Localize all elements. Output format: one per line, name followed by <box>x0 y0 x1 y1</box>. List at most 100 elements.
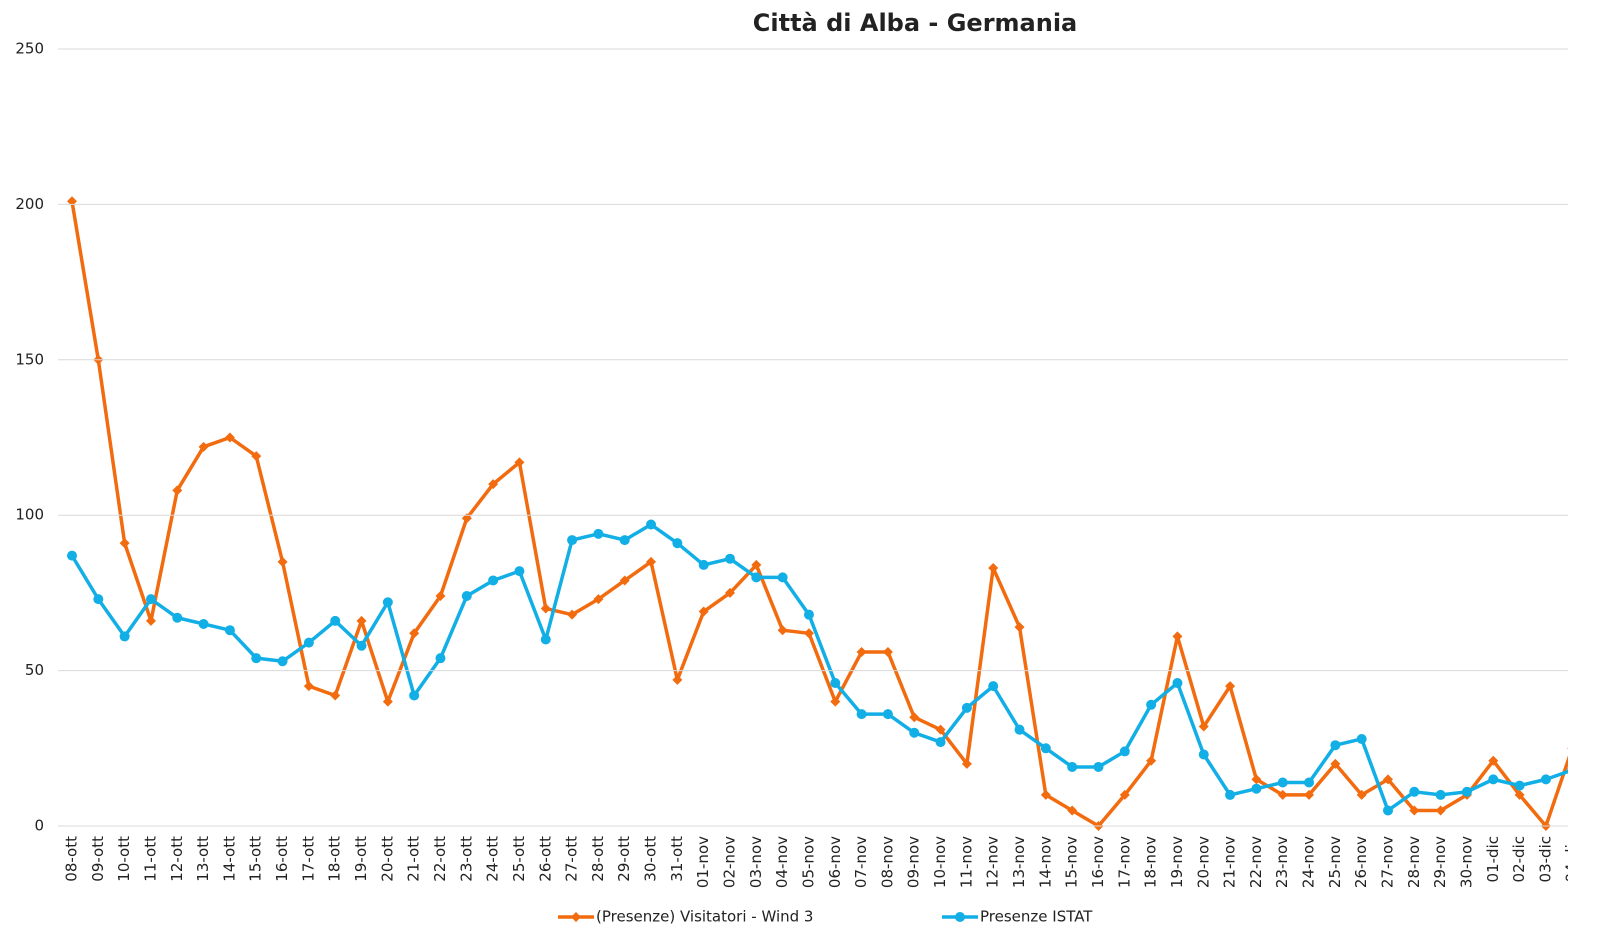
point-marker <box>619 535 630 546</box>
point-marker <box>698 606 709 617</box>
point-marker <box>303 681 314 692</box>
x-tick-label: 01-nov <box>694 836 712 888</box>
point-marker <box>277 656 288 667</box>
y-tick-label: 50 <box>25 661 44 679</box>
point-marker <box>751 572 762 583</box>
point-marker <box>251 451 262 462</box>
x-tick-label: 27-nov <box>1379 836 1397 888</box>
point-marker <box>1356 789 1367 800</box>
point-marker <box>1409 805 1420 816</box>
point-marker <box>198 441 209 452</box>
x-tick-label: 17-nov <box>1115 836 1133 888</box>
point-marker <box>251 653 262 664</box>
point-marker <box>725 553 735 564</box>
point-marker <box>1514 780 1525 791</box>
point-marker <box>988 563 999 574</box>
point-marker <box>1277 789 1288 800</box>
x-tick-label: 13-ott <box>194 836 212 882</box>
series-line <box>70 522 1568 813</box>
point-marker <box>698 559 709 570</box>
x-tick-label: 02-dic <box>1510 836 1528 882</box>
point-marker <box>1225 789 1236 800</box>
point-marker <box>224 432 235 443</box>
point-marker <box>619 575 630 586</box>
x-tick-label: 10-ott <box>115 836 133 882</box>
point-marker <box>1461 786 1472 797</box>
point-marker <box>461 513 472 524</box>
x-tick-label: 24-ott <box>484 836 502 882</box>
x-tick-label: 29-nov <box>1431 836 1449 888</box>
y-tick-label: 200 <box>15 195 44 213</box>
point-marker <box>1330 758 1341 769</box>
point-marker <box>1304 777 1315 788</box>
x-tick-label: 19-nov <box>1168 836 1186 888</box>
point-marker <box>119 631 130 642</box>
x-tick-label: 24-nov <box>1300 836 1318 888</box>
point-marker <box>461 591 472 602</box>
legend-label: Presenze ISTAT <box>980 908 1093 926</box>
x-tick-label: 28-ott <box>589 836 607 882</box>
point-marker <box>67 196 77 207</box>
point-marker <box>830 678 841 689</box>
point-marker <box>646 519 657 530</box>
x-tick-label: 17-ott <box>299 836 317 882</box>
point-marker <box>882 646 893 657</box>
point-marker <box>803 628 814 639</box>
point-marker <box>751 559 762 570</box>
x-tick-label: 26-ott <box>536 836 554 882</box>
point-marker <box>1172 631 1183 642</box>
point-marker <box>1383 805 1393 816</box>
chart-title: Città di Alba - Germania <box>753 9 1077 37</box>
point-marker <box>409 690 420 701</box>
x-tick-label: 23-nov <box>1273 836 1291 888</box>
point-marker <box>119 538 130 549</box>
point-marker <box>1540 774 1551 785</box>
point-marker <box>303 637 314 648</box>
x-tick-label: 21-ott <box>405 836 423 882</box>
x-tick-label: 31-ott <box>668 836 686 882</box>
x-tick-label: 03-nov <box>747 836 765 888</box>
point-marker <box>672 538 683 549</box>
x-tick-label: 08-ott <box>63 836 81 882</box>
point-marker <box>593 528 604 539</box>
point-marker <box>1514 789 1525 800</box>
point-marker <box>277 556 288 567</box>
point-marker <box>1435 805 1446 816</box>
point-marker <box>224 625 235 636</box>
point-marker <box>882 709 893 720</box>
point-marker <box>1383 774 1393 785</box>
point-marker <box>961 702 972 713</box>
x-tick-label: 10-nov <box>931 836 949 888</box>
point-marker <box>1567 767 1568 773</box>
x-tick-label: 19-ott <box>352 836 370 882</box>
x-tick-label: 18-ott <box>326 836 344 882</box>
point-marker <box>1488 755 1499 766</box>
point-marker <box>488 479 499 490</box>
point-marker <box>172 485 183 496</box>
point-marker <box>777 572 788 583</box>
x-tick-label: 13-nov <box>1010 836 1028 888</box>
point-marker <box>1277 777 1288 788</box>
point-marker <box>856 646 867 657</box>
x-tick-label: 30-ott <box>642 836 660 882</box>
point-marker <box>856 709 867 720</box>
point-marker <box>1014 622 1025 633</box>
point-marker <box>198 618 209 629</box>
x-tick-label: 16-nov <box>1089 836 1107 888</box>
point-marker <box>725 587 735 598</box>
point-marker <box>1119 789 1130 800</box>
x-tick-label: 02-nov <box>721 836 739 888</box>
point-marker <box>540 603 551 614</box>
x-tick-label: 16-ott <box>273 836 291 882</box>
x-tick-label: 14-nov <box>1036 836 1054 888</box>
point-marker <box>514 457 525 468</box>
x-tick-label: 06-nov <box>826 836 844 888</box>
point-marker <box>830 696 841 707</box>
x-tick-label: 12-nov <box>984 836 1002 888</box>
x-tick-label: 25-ott <box>510 836 528 882</box>
y-tick-label: 250 <box>15 40 44 58</box>
point-marker <box>1040 743 1051 754</box>
legend-marker <box>955 912 965 922</box>
point-marker <box>1251 783 1262 794</box>
point-marker <box>1093 761 1104 772</box>
